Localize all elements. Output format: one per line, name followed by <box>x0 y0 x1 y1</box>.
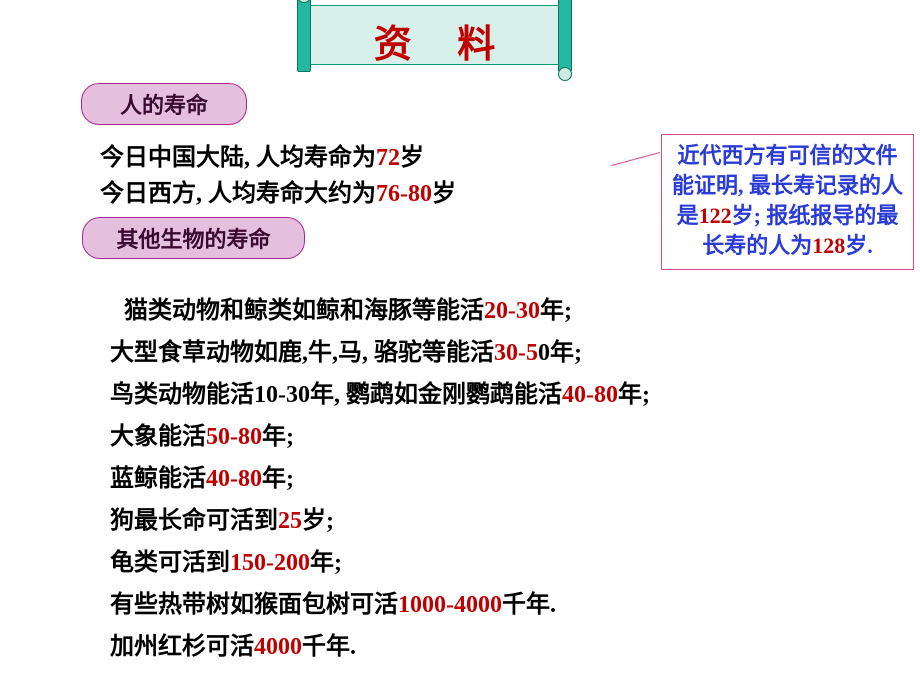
tag-human-lifespan: 人的寿命 <box>81 83 247 125</box>
scroll-curl-bottom-right <box>558 67 572 81</box>
item-suf: 岁; <box>302 508 334 534</box>
item-pre: 大型食草动物如鹿,牛,马, 骆驼等能活 <box>110 340 494 366</box>
item-pre: 鸟类动物能活 <box>110 382 254 408</box>
item-num: 1000-4000 <box>398 592 502 618</box>
item-suf: 千年. <box>302 634 356 660</box>
intro1-pre: 今日中国大陆, 人均寿命为 <box>100 145 376 171</box>
item-num: 25 <box>278 508 302 534</box>
intro1-suf: 岁 <box>400 145 424 171</box>
item-num: 40-80 <box>206 466 262 492</box>
callout-n1: 122 <box>699 203 732 228</box>
list-item: 有些热带树如猴面包树可活1000-4000千年. <box>110 584 650 626</box>
item-suf: 年; <box>618 382 650 408</box>
callout-n2: 128 <box>812 233 845 258</box>
item-pre: 有些热带树如猴面包树可活 <box>110 592 398 618</box>
list-item: 加州红杉可活4000千年. <box>110 626 650 668</box>
item-num: 50-80 <box>206 424 262 450</box>
list-item: 猫类动物和鲸类如鲸和海豚等能活20-30年; <box>110 290 650 332</box>
intro-line-2: 今日西方, 人均寿命大约为76-80岁 <box>100 176 456 212</box>
item-suf: 年; <box>310 550 342 576</box>
item-suf: 年; <box>262 466 294 492</box>
list-item: 大象能活50-80年; <box>110 416 650 458</box>
item-pre: 加州红杉可活 <box>110 634 254 660</box>
item-black: 0 <box>538 340 550 366</box>
item-suf: 年; <box>262 424 294 450</box>
scroll-banner: 资 料 <box>297 5 572 65</box>
item-pre: 蓝鲸能活 <box>110 466 206 492</box>
callout-box: 近代西方有可信的文件能证明, 最长寿记录的人是122岁; 报纸报导的最长寿的人为… <box>661 134 914 270</box>
list-item: 狗最长命可活到25岁; <box>110 500 650 542</box>
item-num: 40-80 <box>562 382 618 408</box>
lifespan-list: 猫类动物和鲸类如鲸和海豚等能活20-30年; 大型食草动物如鹿,牛,马, 骆驼等… <box>110 290 650 668</box>
list-item: 鸟类动物能活10-30年, 鹦鹉如金刚鹦鹉能活40-80年; <box>110 374 650 416</box>
item-num: 20-30 <box>484 298 540 324</box>
intro2-pre: 今日西方, 人均寿命大约为 <box>100 181 376 207</box>
item-pre: 狗最长命可活到 <box>110 508 278 534</box>
intro2-suf: 岁 <box>432 181 456 207</box>
item-mid: 年, 鹦鹉如金刚鹦鹉能活 <box>310 382 562 408</box>
item-pre: 猫类动物和鲸类如鲸和海豚等能活 <box>124 298 484 324</box>
item-black2: 10-30 <box>254 382 310 408</box>
item-suf: 年; <box>540 298 572 324</box>
list-item: 大型食草动物如鹿,牛,马, 骆驼等能活30-50年; <box>110 332 650 374</box>
intro1-num: 72 <box>376 145 400 171</box>
item-pre: 大象能活 <box>110 424 206 450</box>
item-suf: 年; <box>550 340 582 366</box>
tag-other-lifespan: 其他生物的寿命 <box>82 217 305 259</box>
intro-text: 今日中国大陆, 人均寿命为72岁 今日西方, 人均寿命大约为76-80岁 <box>100 140 456 212</box>
item-num: 4000 <box>254 634 302 660</box>
intro2-num: 76-80 <box>376 181 432 207</box>
list-item: 蓝鲸能活40-80年; <box>110 458 650 500</box>
callout-connector <box>611 152 660 167</box>
item-num: 30-5 <box>494 340 538 366</box>
item-suf: 千年. <box>502 592 556 618</box>
list-item: 龟类可活到150-200年; <box>110 542 650 584</box>
page-title: 资 料 <box>297 13 572 68</box>
callout-t3: 岁. <box>845 233 873 258</box>
item-pre: 龟类可活到 <box>110 550 230 576</box>
item-num: 150-200 <box>230 550 310 576</box>
intro-line-1: 今日中国大陆, 人均寿命为72岁 <box>100 140 456 176</box>
